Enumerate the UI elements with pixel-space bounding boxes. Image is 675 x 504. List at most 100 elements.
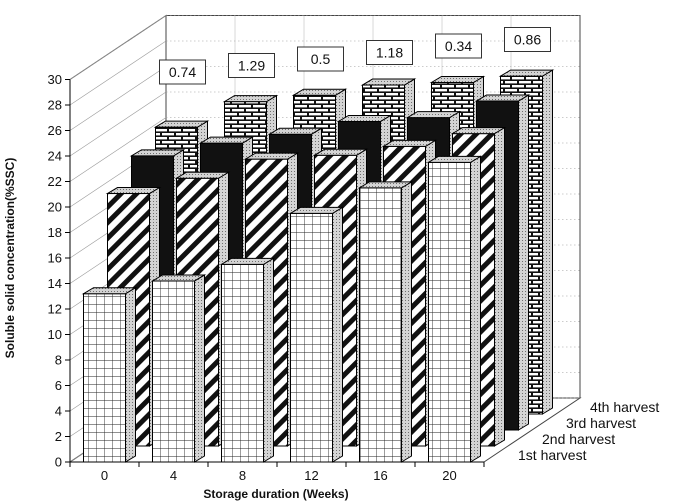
bar-top — [222, 95, 279, 103]
bar-side — [194, 274, 205, 463]
bar-top — [288, 206, 345, 214]
annotation-4: 0.34 — [435, 33, 482, 59]
bar-top — [153, 120, 210, 128]
bar-front — [428, 161, 471, 463]
annotation-label: 1.29 — [238, 58, 265, 74]
bar-1st-harvest-week-0 — [81, 286, 138, 463]
y-tick-label-30: 30 — [48, 72, 62, 87]
bar-front — [83, 293, 126, 463]
row-label-3rd-harvest: 3rd harvest — [566, 415, 636, 431]
x-tick-label-20: 20 — [442, 468, 456, 483]
y-tick-label-20: 20 — [48, 200, 62, 215]
x-tick-label-16: 16 — [373, 468, 387, 483]
annotation-box — [366, 40, 413, 65]
y-tick-label-4: 4 — [55, 404, 62, 419]
annotation-label: 0.86 — [514, 32, 541, 48]
bar-top — [105, 187, 162, 195]
bar-top — [450, 127, 507, 135]
bar-top — [174, 171, 231, 179]
y-tick-label-14: 14 — [48, 276, 62, 291]
annotation-0: 0.74 — [159, 59, 206, 85]
chart-labels: 0 4 8 12 16 200246810121416182022242628301st … — [48, 27, 659, 483]
side-gridline — [69, 15, 167, 80]
y-tick-label-28: 28 — [48, 98, 62, 113]
bar-side — [494, 126, 505, 447]
row-label-1st-harvest: 1st harvest — [518, 447, 587, 463]
annotation-label: 0.5 — [311, 51, 331, 67]
annotation-box — [504, 27, 551, 52]
bar-side — [470, 155, 481, 463]
x-tick-label-12: 12 — [304, 468, 318, 483]
annotation-box — [297, 46, 344, 72]
y-tick-label-0: 0 — [55, 455, 62, 470]
annotation-label: 1.18 — [376, 45, 403, 61]
bar-top — [150, 274, 207, 282]
bar-front — [152, 280, 195, 463]
bar-side — [263, 257, 274, 463]
annotation-2: 0.5 — [297, 46, 344, 72]
annotation-1: 1.29 — [228, 53, 275, 78]
bar-side — [518, 94, 529, 431]
bar-top — [129, 149, 186, 157]
bar-top — [291, 88, 348, 96]
bar-top — [405, 111, 462, 119]
annotation-box — [435, 33, 482, 59]
y-tick-label-24: 24 — [48, 149, 62, 164]
bar-top — [312, 148, 369, 156]
y-tick-label-22: 22 — [48, 174, 62, 189]
side-gridline — [69, 117, 167, 182]
bar-top — [360, 78, 417, 86]
x-axis-title: Storage duration (Weeks) — [203, 487, 348, 501]
y-tick-label-26: 26 — [48, 123, 62, 138]
bar-1st-harvest-week-4 — [150, 274, 207, 463]
bar-top — [81, 287, 138, 295]
y-tick-label-10: 10 — [48, 327, 62, 342]
bar-top — [498, 69, 555, 77]
bar-top — [426, 155, 483, 163]
bar-side — [401, 180, 412, 463]
y-tick-label-16: 16 — [48, 251, 62, 266]
bar-front — [359, 187, 402, 463]
x-tick-label-8: 8 — [239, 468, 246, 483]
bar-1st-harvest-week-12 — [288, 206, 345, 463]
side-gridline — [69, 40, 167, 106]
bar-top — [336, 114, 393, 122]
bar-front — [290, 212, 333, 463]
y-tick-label-8: 8 — [55, 353, 62, 368]
row-label-2nd-harvest: 2nd harvest — [542, 431, 615, 447]
bars — [81, 69, 555, 463]
bar-1st-harvest-week-20 — [426, 155, 483, 463]
y-tick-label-12: 12 — [48, 302, 62, 317]
row-label-4th-harvest: 4th harvest — [590, 399, 659, 415]
annotation-box — [228, 53, 275, 78]
y-tick-label-6: 6 — [55, 378, 62, 393]
side-gridline — [69, 66, 167, 131]
x-tick-label-4: 4 — [170, 468, 177, 483]
bar-1st-harvest-week-8 — [219, 257, 276, 463]
bar-top — [243, 152, 300, 160]
bar-side — [542, 69, 553, 415]
side-gridline — [69, 91, 167, 157]
bar-top — [219, 257, 276, 265]
bar-side — [125, 286, 136, 463]
bar-top — [267, 127, 324, 135]
annotation-3: 1.18 — [366, 40, 413, 65]
bar-side — [332, 206, 343, 463]
annotation-label: 0.74 — [169, 64, 196, 80]
bar-top — [198, 136, 255, 144]
y-tick-label-18: 18 — [48, 225, 62, 240]
y-axis-title: Soluble solid concentration(%SSC) — [3, 158, 17, 359]
bar-top — [357, 181, 414, 189]
bar-top — [429, 76, 486, 83]
annotation-label: 0.34 — [445, 38, 472, 54]
y-tick-label-2: 2 — [55, 429, 62, 444]
annotation-box — [159, 59, 206, 85]
annotation-5: 0.86 — [504, 27, 551, 52]
bar-top — [474, 94, 531, 102]
bar-top — [381, 139, 438, 147]
x-tick-label-0: 0 — [101, 468, 108, 483]
bar-1st-harvest-week-16 — [357, 180, 414, 463]
bar-front — [221, 263, 264, 463]
